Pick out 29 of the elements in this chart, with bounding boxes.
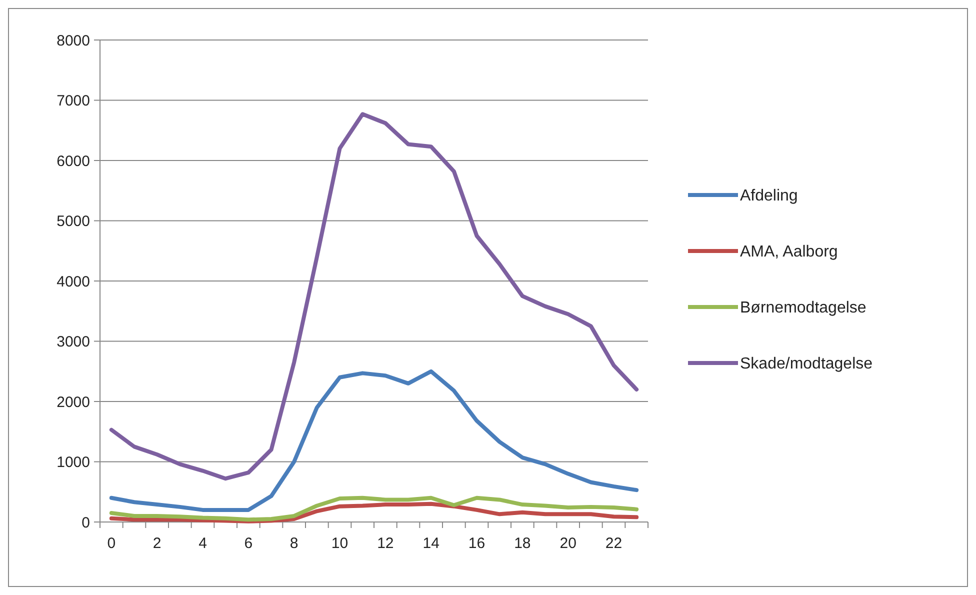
line-series [109,496,639,522]
y-tick-label: 4000 [56,273,90,290]
y-tick-label: 7000 [56,92,90,110]
x-tick-label: 10 [331,535,348,552]
legend-label: Skade/modtagelse [740,356,873,373]
legend-label: Afdeling [740,188,798,205]
y-tick-label: 2000 [56,394,90,411]
x-tick-label: 2 [152,535,162,552]
x-tick-label: 18 [514,535,531,552]
x-tick-label: 4 [198,535,207,552]
x-tick-label: 20 [560,535,576,552]
y-tick-label: 3000 [56,334,90,350]
legend-label: AMA, Aalborg [740,244,838,261]
x-tick-label: 6 [244,535,253,552]
y-tick-label: 8000 [56,32,90,50]
x-tick-label: 14 [422,535,440,552]
x-tick-label: 22 [605,535,622,552]
x-tick-label: 16 [468,535,486,552]
x-tick-label: 0 [107,535,116,552]
line-series [109,502,639,524]
y-tick-label: 5000 [56,213,90,230]
y-tick-label: 0 [82,514,90,532]
x-tick-label: 12 [377,535,394,552]
legend-label: Børnemodtagelse [740,300,866,317]
y-tick-label: 6000 [56,152,90,170]
y-tick-label: 1000 [56,454,90,471]
x-tick-label: 8 [290,535,298,552]
line-series [109,369,639,512]
line-series [109,112,639,481]
